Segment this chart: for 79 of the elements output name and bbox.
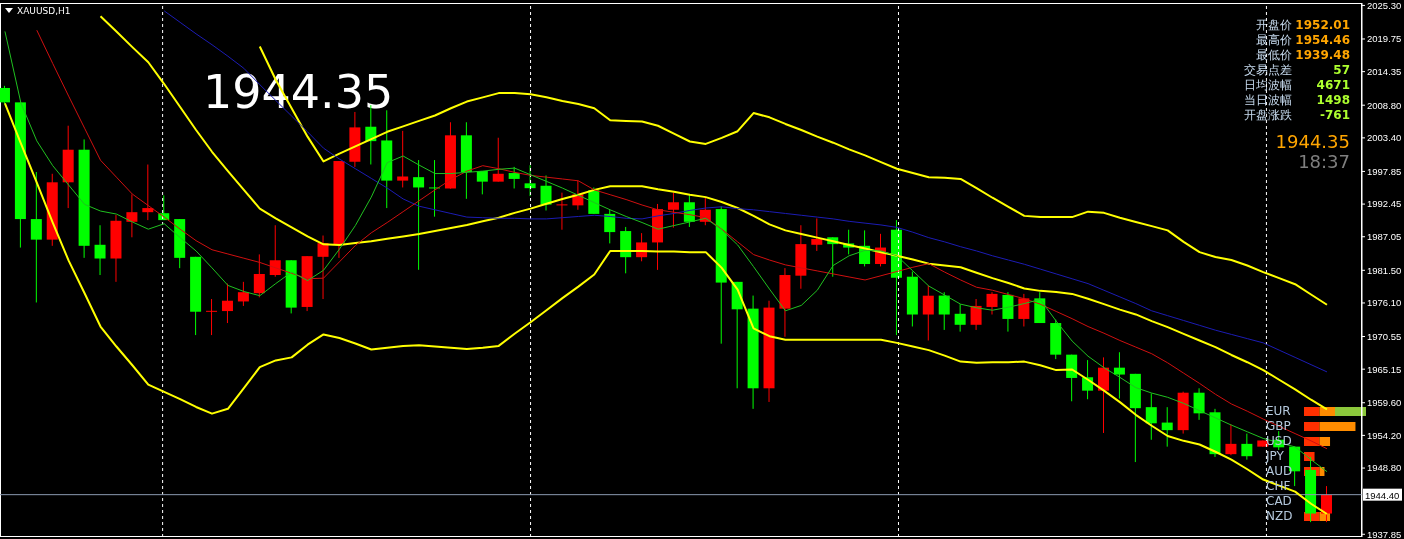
annotation: 最高价 xyxy=(1256,33,1292,48)
y-tick-label: 1992.45 xyxy=(1367,198,1402,210)
annotation: 1944.35 xyxy=(1274,131,1350,153)
y-tick-label: 1954.20 xyxy=(1367,429,1402,441)
candlestick xyxy=(221,283,233,324)
bar xyxy=(1304,407,1320,416)
candlestick xyxy=(253,253,265,298)
annotation: 1954.46 xyxy=(1295,33,1350,48)
y-tick-label: 2019.75 xyxy=(1367,33,1402,45)
y-tick-label: 1937.85 xyxy=(1367,528,1402,539)
bar xyxy=(1319,437,1331,446)
y-tick-label: 1948.80 xyxy=(1367,462,1402,474)
annotation: 1952.01 xyxy=(1295,18,1350,33)
annotation: 57 xyxy=(1333,63,1350,78)
y-tick-label: 2025.30 xyxy=(1367,0,1402,11)
candlestick xyxy=(986,291,998,316)
candlestick xyxy=(1145,392,1157,441)
candlestick xyxy=(811,217,823,252)
candlestick xyxy=(1098,356,1109,434)
candlestick xyxy=(556,192,568,231)
y-tick-label: 1976.10 xyxy=(1367,297,1402,309)
candlestick xyxy=(237,281,249,307)
annotation: 18:37 xyxy=(1297,151,1350,173)
annotation: 最低价 xyxy=(1256,48,1292,63)
annotation: 4671 xyxy=(1316,78,1350,93)
y-tick-label: 2008.80 xyxy=(1367,99,1402,111)
y-tick-label: NZD xyxy=(1266,509,1293,524)
bar xyxy=(1335,407,1366,416)
candlestick xyxy=(1002,291,1014,333)
bar xyxy=(1304,422,1320,431)
ref-line-label: 1944.40 xyxy=(1365,489,1400,501)
candlestick xyxy=(970,298,982,331)
y-tick-label: 2014.35 xyxy=(1367,66,1402,78)
annotation: -761 xyxy=(1319,108,1350,123)
candlestick xyxy=(397,130,409,188)
annotation: 开盘价 xyxy=(1256,18,1292,33)
candlestick xyxy=(604,209,616,244)
candlestick xyxy=(1241,433,1253,461)
annotation: 1498 xyxy=(1316,93,1350,108)
y-tick-label: 1997.85 xyxy=(1367,165,1402,177)
y-tick-label: 1981.50 xyxy=(1367,264,1402,276)
candlestick xyxy=(317,235,329,300)
y-tick-label: EUR xyxy=(1266,404,1291,419)
annotation: 当日波幅 xyxy=(1244,93,1292,108)
bar xyxy=(1319,422,1356,431)
y-tick-label: 1970.55 xyxy=(1367,330,1402,342)
annotation: 日均波幅 xyxy=(1244,78,1292,93)
candlestick xyxy=(492,137,504,183)
chart-title: XAUUSD,H1 xyxy=(17,6,71,17)
annotation: 开盘涨跌 xyxy=(1244,108,1292,123)
candlestick xyxy=(0,85,10,105)
candlestick xyxy=(938,291,950,331)
candlestick xyxy=(1113,351,1125,400)
y-tick-label: 1959.60 xyxy=(1367,397,1402,409)
candlestick xyxy=(94,224,106,276)
candlestick xyxy=(954,303,966,333)
y-tick-label: 1965.15 xyxy=(1367,363,1402,375)
annotation: 交易点差 xyxy=(1244,63,1292,78)
candlestick xyxy=(922,284,934,341)
candlestick xyxy=(206,298,218,336)
candlestick xyxy=(1161,406,1173,448)
y-tick-label: 1987.05 xyxy=(1367,231,1402,243)
candlestick xyxy=(540,174,552,211)
candlestick xyxy=(1193,387,1205,421)
candlestick xyxy=(524,164,536,197)
y-tick-label: CAD xyxy=(1266,494,1292,509)
candlestick xyxy=(1018,293,1030,327)
candlestick xyxy=(142,164,154,221)
candlestick xyxy=(667,192,679,229)
candlestick xyxy=(413,159,425,271)
candlestick xyxy=(30,171,42,303)
y-tick-label: 2003.40 xyxy=(1367,132,1402,144)
y-tick-label: AUD xyxy=(1266,464,1293,479)
candlestick xyxy=(1225,423,1237,456)
bar xyxy=(1319,407,1335,416)
annotation: 1939.48 xyxy=(1295,48,1350,63)
candlestick xyxy=(126,193,138,238)
y-tick-label: JPY xyxy=(1266,449,1284,464)
candlestick xyxy=(269,224,281,278)
